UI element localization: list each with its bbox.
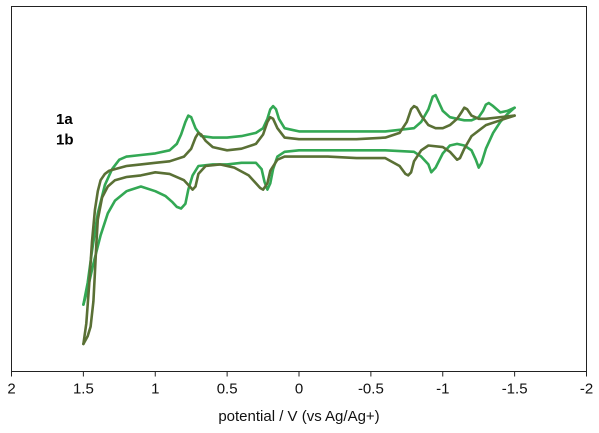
x-tick-label: -0.5 <box>358 381 384 398</box>
x-tick-label: 1 <box>151 381 159 398</box>
x-tick-label: -1 <box>436 381 449 398</box>
trace-1a-upper-branch <box>82 93 516 306</box>
trace-1b-lower-branch <box>82 114 516 346</box>
trace-1a-lower-branch <box>82 106 516 306</box>
x-tick-label: -1.5 <box>502 381 528 398</box>
x-tick-label: 0 <box>295 381 303 398</box>
trace-1b-upper-branch <box>82 104 516 346</box>
x-tick-label: 2 <box>7 381 15 398</box>
x-axis-title: potential / V (vs Ag/Ag+) <box>218 408 379 425</box>
x-axis-ticks: 2 1.5 1 0.5 0 -0.5 -1 -1.5 -2 <box>7 371 593 398</box>
voltammogram-traces <box>82 93 516 346</box>
x-tick-label: -2 <box>580 381 593 398</box>
series-label-1b: 1b <box>56 131 74 148</box>
x-tick-label: 0.5 <box>217 381 238 398</box>
x-tick-label: 1.5 <box>73 381 94 398</box>
series-label-1a: 1a <box>56 111 73 128</box>
